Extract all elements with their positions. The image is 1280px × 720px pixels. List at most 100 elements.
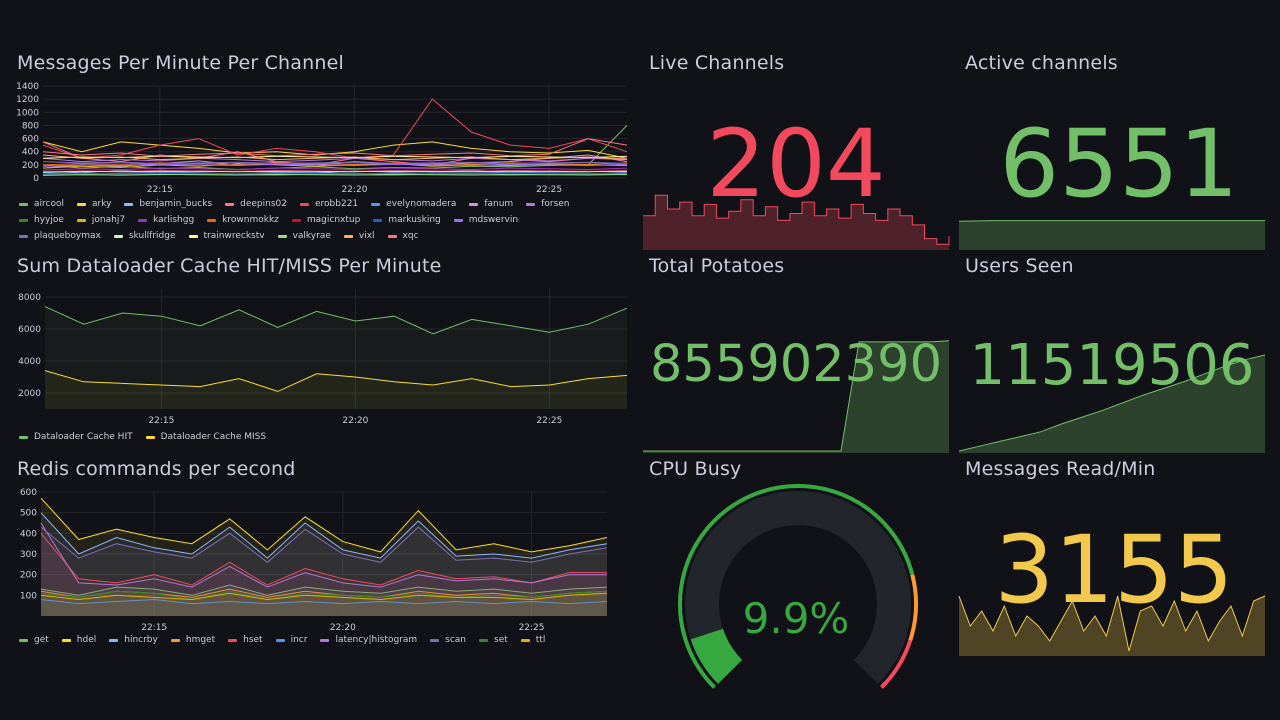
legend-item[interactable]: hmget	[170, 632, 216, 648]
series-line-dataloader-cache-miss[interactable]	[44, 370, 628, 392]
legend-item[interactable]: markusking	[373, 212, 441, 228]
panel-title[interactable]: Messages Per Minute Per Channel	[17, 52, 344, 74]
legend-label: Dataloader Cache MISS	[160, 432, 267, 442]
series-line-dataloader-cache-hit[interactable]	[44, 306, 628, 335]
legend-item[interactable]: scan	[430, 632, 466, 648]
legend-item[interactable]: deepins02	[225, 196, 287, 212]
legend-swatch	[387, 234, 397, 238]
series-line-get[interactable]	[40, 584, 608, 596]
legend-label: hdel	[76, 635, 97, 645]
live-channels-value: 204	[706, 110, 886, 219]
legend-item[interactable]: hyyjoe	[19, 212, 64, 228]
legend-item[interactable]: get	[19, 632, 49, 648]
series-line-latency-histogram[interactable]	[40, 522, 607, 588]
legend-item[interactable]: fanum	[469, 196, 513, 212]
cache-chart[interactable]: 8000 6000 4000 2000 22:15 22:20 22:25	[11, 285, 631, 435]
legend-swatch	[145, 435, 155, 439]
panel-title[interactable]: Messages Read/Min	[965, 458, 1156, 480]
panel-title[interactable]: Redis commands per second	[17, 458, 296, 480]
gauge-threshold-green	[678, 484, 915, 689]
legend-item[interactable]: incr	[275, 632, 307, 648]
legend-item[interactable]: trainwreckstv	[188, 228, 265, 244]
x-tick-label: 22:15	[141, 623, 167, 633]
panel-title[interactable]: Active channels	[965, 52, 1118, 74]
gauge-track	[685, 491, 911, 684]
y-tick-label: 800	[22, 121, 39, 131]
series-line-valkyrae[interactable]	[42, 173, 628, 176]
legend-item[interactable]: arky	[76, 196, 111, 212]
series-line-hset[interactable]	[40, 532, 607, 586]
panel-title[interactable]: Live Channels	[649, 52, 785, 74]
legend-swatch	[291, 218, 301, 222]
legend-item[interactable]: benjamin_bucks	[124, 196, 212, 212]
series-line-skullfridge[interactable]	[42, 170, 628, 173]
legend-item[interactable]: krownmokkz	[207, 212, 279, 228]
legend-label: valkyrae	[292, 231, 331, 241]
series-line-set[interactable]	[40, 590, 608, 601]
panel-title[interactable]: CPU Busy	[649, 458, 742, 480]
legend-label: Dataloader Cache HIT	[34, 432, 133, 442]
series-line-hdel[interactable]	[40, 497, 608, 553]
users-seen-value: 11519506	[969, 333, 1255, 398]
legend-item[interactable]: Dataloader Cache HIT	[19, 429, 133, 445]
legend-item[interactable]: jonahj7	[76, 212, 125, 228]
sparkline-area	[643, 340, 949, 453]
panel-messages-per-minute: Messages Per Minute Per Channel 1400 1200…	[11, 52, 631, 248]
legend-item[interactable]: latency|histogram	[320, 632, 417, 648]
series-line-hincrby[interactable]	[40, 512, 608, 559]
series-line-erobb221[interactable]	[42, 98, 628, 159]
y-tick-label: 200	[20, 571, 37, 581]
legend-item[interactable]: hincrby	[109, 632, 158, 648]
series-line-markusking[interactable]	[42, 172, 628, 175]
series-line-scan[interactable]	[40, 526, 608, 563]
legend-swatch	[526, 202, 536, 206]
legend-item[interactable]: Dataloader Cache MISS	[145, 429, 267, 445]
legend-swatch	[61, 638, 71, 642]
legend-item[interactable]: evelynomadera	[371, 196, 456, 212]
series-line-ttl[interactable]	[40, 592, 608, 601]
total-potatoes-value: 855902390	[649, 335, 943, 394]
series-line-magicnxtup[interactable]	[42, 169, 628, 172]
panel-title[interactable]: Users Seen	[965, 255, 1074, 277]
legend-item[interactable]: karlishgg	[138, 212, 194, 228]
legend-item[interactable]: forsen	[526, 196, 570, 212]
legend-item[interactable]: aircool	[19, 196, 64, 212]
panel-title[interactable]: Total Potatoes	[649, 255, 785, 277]
series-line-xqc[interactable]	[42, 138, 628, 157]
legend-label: mdswervin	[468, 215, 519, 225]
legend-label: krownmokkz	[222, 215, 279, 225]
legend-item[interactable]: magicnxtup	[291, 212, 360, 228]
redis-chart[interactable]: 600 500 400 300 200 100 22:15 22:20 22:25	[11, 488, 631, 638]
legend-item[interactable]: xqc	[387, 228, 419, 244]
sparkline-area	[959, 355, 1265, 453]
legend-item[interactable]: skullfridge	[113, 228, 176, 244]
series-line-forsen[interactable]	[42, 157, 628, 163]
series-line-aircool[interactable]	[42, 125, 628, 171]
series-line-vixl[interactable]	[42, 154, 628, 161]
legend-label: scan	[445, 635, 467, 645]
legend-label: get	[34, 635, 49, 645]
legend-label: hmget	[185, 635, 216, 645]
legend-label: hyyjoe	[34, 215, 64, 225]
legend-item[interactable]: hset	[228, 632, 263, 648]
legend-item[interactable]: mdswervin	[453, 212, 519, 228]
legend-item[interactable]: erobb221	[300, 196, 358, 212]
panel-title[interactable]: Sum Dataloader Cache HIT/MISS Per Minute	[17, 255, 442, 277]
legend-label: benjamin_bucks	[139, 199, 213, 209]
series-line-karlishgg[interactable]	[42, 167, 628, 171]
series-line-plaqueboymax[interactable]	[42, 161, 628, 165]
series-line-mdswervin[interactable]	[42, 163, 628, 167]
legend-label: trainwreckstv	[203, 231, 265, 241]
series-line-arky[interactable]	[42, 141, 628, 159]
legend-label: erobb221	[315, 199, 359, 209]
legend-item[interactable]: plaqueboymax	[19, 228, 101, 244]
legend-swatch	[188, 234, 198, 238]
legend-item[interactable]: ttl	[520, 632, 545, 648]
legend-item[interactable]: set	[479, 632, 508, 648]
legend-item[interactable]: hdel	[61, 632, 97, 648]
legend-item[interactable]: vixl	[343, 228, 375, 244]
messages-chart[interactable]: 1400 1200 1000 800 600 400 200 0 22:15 22:20 22:25	[11, 82, 631, 232]
legend-item[interactable]: valkyrae	[277, 228, 331, 244]
series-line-incr[interactable]	[40, 598, 608, 605]
y-tick-label: 300	[20, 550, 37, 560]
